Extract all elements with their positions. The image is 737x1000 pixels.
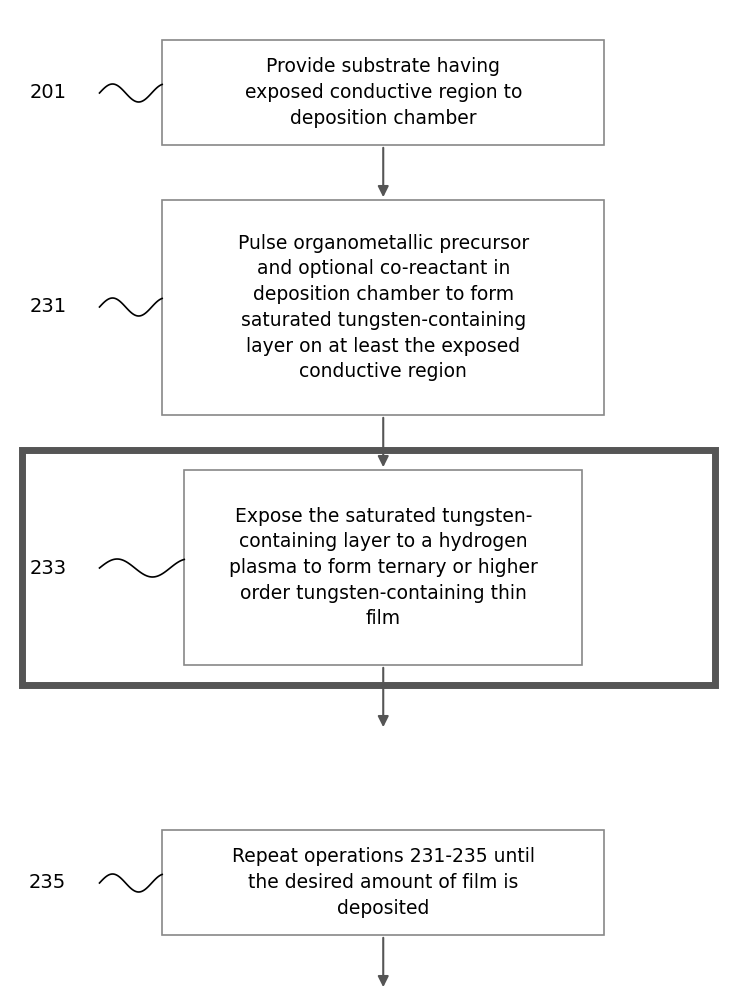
Text: 231: 231: [29, 298, 66, 316]
FancyBboxPatch shape: [162, 40, 604, 145]
Text: Provide substrate having
exposed conductive region to
deposition chamber: Provide substrate having exposed conduct…: [245, 57, 522, 128]
FancyBboxPatch shape: [162, 200, 604, 415]
Text: 235: 235: [29, 874, 66, 892]
Text: Pulse organometallic precursor
and optional co-reactant in
deposition chamber to: Pulse organometallic precursor and optio…: [237, 234, 529, 381]
Text: Repeat operations 231-235 until
the desired amount of film is
deposited: Repeat operations 231-235 until the desi…: [231, 847, 535, 918]
Text: Expose the saturated tungsten-
containing layer to a hydrogen
plasma to form ter: Expose the saturated tungsten- containin…: [228, 506, 538, 629]
Text: 233: 233: [29, 558, 66, 578]
Text: 201: 201: [29, 84, 66, 103]
FancyBboxPatch shape: [22, 450, 715, 685]
FancyBboxPatch shape: [184, 470, 582, 665]
FancyBboxPatch shape: [162, 830, 604, 935]
